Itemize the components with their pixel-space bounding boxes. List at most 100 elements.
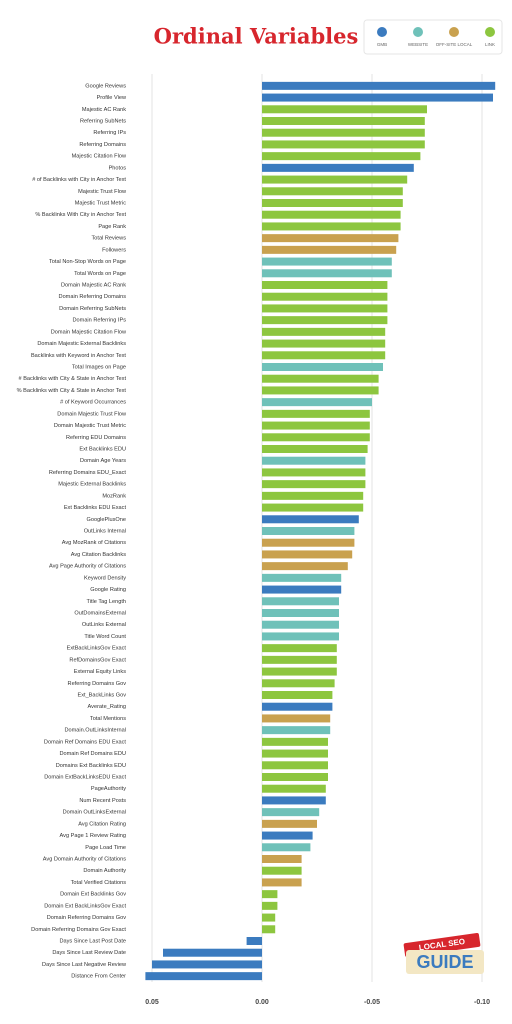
bar (262, 866, 302, 875)
y-tick-label: Total Words on Page (74, 271, 126, 277)
y-tick-label: OutLinks External (82, 622, 126, 628)
y-tick-label: Averate_Rating (88, 704, 126, 710)
bar (262, 749, 328, 758)
y-tick-label: Total Reviews (91, 236, 126, 242)
bar (262, 351, 386, 360)
y-tick-label: Referring Domains (79, 142, 126, 148)
bar (262, 655, 337, 664)
y-tick-label: Ext_BackLinks Gov (77, 692, 126, 698)
bar (262, 210, 401, 219)
y-tick-label: Referring SubNets (80, 118, 126, 124)
logo-bottom: GUIDE (416, 952, 473, 972)
y-tick-label: Domain ExtBackLinksEDU Exact (44, 774, 126, 780)
y-tick-label: RefDomainsGov Exact (69, 657, 126, 663)
bar (262, 386, 379, 395)
y-tick-label: Domain Referring Domains Gov Exact (31, 927, 126, 933)
bar (262, 222, 401, 231)
y-tick-label: Num Recent Posts (79, 798, 126, 804)
bar (262, 726, 331, 735)
legend-swatch (413, 27, 423, 37)
y-tick-label: Page Rank (98, 224, 126, 230)
y-tick-label: Domain.OutLinksInternal (64, 728, 126, 734)
bar (262, 831, 313, 840)
bar (262, 691, 333, 699)
bar (262, 620, 339, 629)
bar (262, 327, 386, 336)
bar (262, 491, 364, 500)
bar (262, 901, 278, 910)
legend-swatch (485, 27, 495, 37)
y-tick-label: Page Load Time (85, 845, 126, 851)
legend-label: LINK (485, 42, 495, 47)
bar (262, 281, 388, 289)
bar (262, 667, 337, 676)
bar (262, 573, 342, 582)
bar (262, 398, 372, 407)
bar (262, 199, 403, 207)
bar (262, 421, 370, 430)
legend-label: WEBSITE (408, 42, 428, 47)
y-tick-label: OutLinks Internal (84, 528, 126, 534)
logo-panel (406, 950, 484, 974)
bar (262, 515, 359, 524)
bar (262, 913, 276, 922)
y-tick-label: Domain Majestic Trust Metric (54, 423, 126, 429)
legend-label: OFF-SITE LOCAL (436, 42, 473, 47)
y-tick-label: OutDomainsExternal (74, 610, 126, 616)
y-tick-label: Majestic Citation Flow (72, 154, 127, 160)
y-tick-label: Domain Ref Domains EDU (59, 751, 126, 757)
y-tick-label: Domain Ref Domains EDU Exact (44, 739, 127, 745)
bar (262, 644, 337, 653)
bar (262, 562, 348, 571)
y-tick-label: Title Word Count (84, 634, 126, 640)
bar (262, 925, 276, 934)
chart-title: Ordinal Variables (154, 24, 359, 49)
y-tick-label: Domain OutLinksExternal (63, 810, 126, 816)
y-tick-label: Domain Majestic Trust Flow (57, 411, 127, 417)
y-tick-label: Majestic AC Rank (82, 107, 126, 113)
bar (262, 93, 493, 102)
bar (262, 363, 383, 371)
y-tick-label: Domain Referring Domains Gov (47, 915, 126, 921)
bar (262, 257, 392, 266)
bar (262, 679, 335, 688)
y-tick-label: Domain Referring IPs (73, 318, 127, 324)
bar (262, 292, 388, 301)
bar (262, 152, 421, 161)
y-tick-label: Domain Referring Domains (59, 294, 127, 300)
bar (262, 843, 311, 852)
legend-swatch (377, 27, 387, 37)
bar (262, 784, 326, 793)
bar (262, 632, 339, 641)
y-tick-label: Majestic Trust Metric (75, 200, 126, 206)
y-tick-label: PageAuthority (91, 786, 126, 792)
bar (262, 140, 425, 149)
y-tick-label: Domain Age Years (80, 458, 126, 464)
bar (262, 304, 388, 313)
y-tick-label: Backlinks with Keyword in Anchor Text (31, 353, 126, 359)
bar (262, 503, 364, 512)
bar (262, 117, 425, 125)
bar (262, 597, 339, 606)
bar (262, 409, 370, 418)
y-tick-label: Avg Page Authority of Citations (49, 564, 126, 570)
y-tick-label: Avg Page 1 Review Rating (60, 833, 126, 839)
y-tick-label: Total Images on Page (72, 364, 126, 370)
bar (262, 527, 355, 535)
y-tick-label: MozRank (102, 493, 126, 499)
bar (262, 316, 388, 325)
y-tick-label: Majestic External Backlinks (58, 482, 126, 488)
y-tick-label: Distance From Center (71, 974, 126, 980)
bar (262, 538, 355, 547)
y-tick-label: Avg MozRank of Citations (62, 540, 126, 546)
y-tick-label: Google Rating (90, 587, 126, 593)
bar (262, 105, 427, 114)
y-tick-label: Followers (102, 247, 126, 253)
bar (262, 819, 317, 828)
y-tick-label: # Backlinks with City & State in Anchor … (19, 376, 127, 382)
bar (262, 433, 370, 442)
bar (262, 585, 342, 594)
y-tick-label: External Equity Links (74, 669, 126, 675)
bar (246, 937, 262, 945)
bar (163, 948, 262, 957)
